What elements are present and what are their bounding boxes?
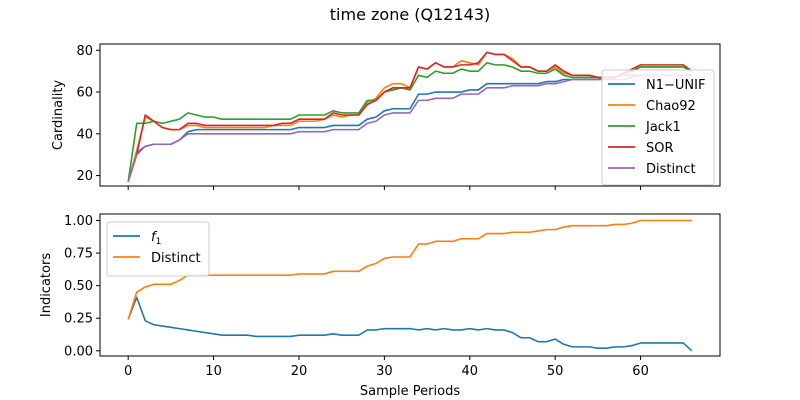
y-axis-label: Indicators (39, 253, 54, 317)
x-tick-label: 40 (462, 364, 479, 379)
cardinality-chart: 20 40 60 80 Cardinality N1−UNIF Chao92 Jack1 SOR… (51, 43, 721, 190)
x-tick-label: 10 (205, 364, 222, 379)
x-tick-label: 60 (632, 364, 649, 379)
legend-label-text: Distinct (151, 251, 201, 266)
figure-title: time zone (Q12143) (330, 5, 490, 24)
legend-label-4: Distinct (646, 162, 696, 177)
y-tick-label: 0.00 (64, 344, 93, 359)
legend-label-1: Distinct (151, 251, 201, 266)
y-tick-label: 60 (76, 86, 93, 101)
x-tick-label: 0 (124, 364, 132, 379)
y-tick-label: 0.50 (64, 279, 93, 294)
legend-label-text: SOR (646, 141, 674, 156)
indicators-chart: 0.00 0.25 0.50 0.75 1.00 0 10 20 30 40 50 60 Indicat… (39, 213, 721, 399)
legend-label-text: Jack1 (645, 120, 681, 135)
legend-label-0: N1−UNIF (646, 78, 705, 93)
series-line-1 (127, 219, 692, 320)
y-tick-label: 0.75 (64, 247, 93, 262)
legend-label-text: Chao92 (646, 99, 696, 114)
axes-frame (99, 213, 721, 357)
legend-box (106, 221, 210, 277)
x-tick-label: 50 (547, 364, 564, 379)
series-line-0 (127, 296, 693, 352)
y-tick-label: 0.25 (64, 312, 93, 327)
y-tick-label: 20 (76, 169, 93, 184)
legend-label-subscript: 1 (156, 237, 162, 247)
series-line-3 (127, 51, 693, 183)
series-line-4 (127, 74, 692, 183)
y-tick-label: 80 (76, 44, 93, 59)
x-tick-label: 30 (376, 364, 393, 379)
legend-label-0: f1 (151, 230, 161, 247)
legend-label-3: SOR (646, 141, 674, 156)
legend-label-text: Distinct (646, 162, 696, 177)
y-tick-label: 40 (76, 127, 93, 142)
y-tick-label: 1.00 (64, 214, 93, 229)
legend-label-text: N1−UNIF (646, 78, 705, 93)
legend-label-2: Jack1 (645, 120, 681, 135)
legend-box (601, 69, 715, 186)
axes-frame (99, 43, 721, 187)
y-axis-label: Cardinality (51, 80, 66, 151)
legend-label-text: f (151, 230, 158, 245)
x-tick-label: 20 (291, 364, 308, 379)
x-axis-label: Sample Periods (360, 384, 460, 399)
legend-label-1: Chao92 (646, 99, 696, 114)
